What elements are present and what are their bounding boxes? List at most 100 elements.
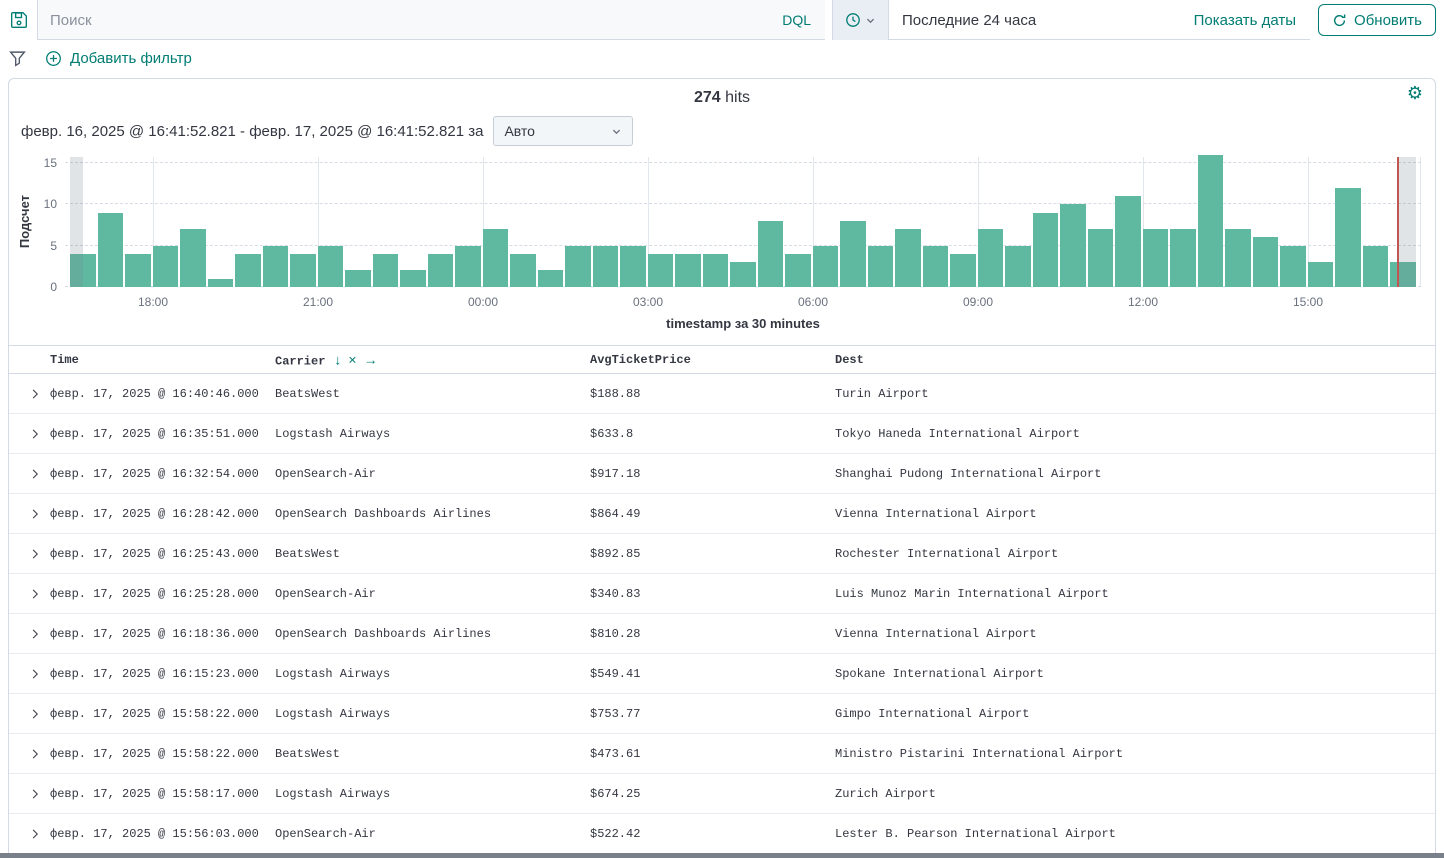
x-tick-label: 03:00: [633, 295, 663, 309]
chevron-right-icon: [29, 588, 41, 600]
search-input[interactable]: [38, 12, 768, 29]
histogram-bar[interactable]: [620, 246, 646, 287]
chart-options-gear-button[interactable]: ⚙: [1407, 84, 1423, 102]
histogram-bar[interactable]: [1253, 237, 1279, 287]
expand-row-button[interactable]: [27, 506, 43, 522]
x-tick-label: 21:00: [303, 295, 333, 309]
histogram-bar[interactable]: [510, 254, 536, 287]
histogram-bar[interactable]: [1088, 229, 1114, 287]
histogram-bar[interactable]: [950, 254, 976, 287]
expand-row-button[interactable]: [27, 426, 43, 442]
histogram-bar[interactable]: [730, 262, 756, 287]
histogram-bar[interactable]: [785, 254, 811, 287]
expand-row-button[interactable]: [27, 666, 43, 682]
cell-carrier: OpenSearch-Air: [275, 587, 376, 601]
column-header-carrier[interactable]: Carrier↓×→: [275, 351, 378, 368]
histogram-bar[interactable]: [1033, 213, 1059, 287]
histogram-bar[interactable]: [400, 270, 426, 287]
save-query-button[interactable]: [0, 0, 38, 40]
histogram-bar[interactable]: [373, 254, 399, 287]
expand-row-button[interactable]: [27, 706, 43, 722]
time-picker-quick-menu-button[interactable]: [833, 0, 889, 40]
column-header-time[interactable]: Time: [50, 353, 79, 367]
histogram-bar[interactable]: [290, 254, 316, 287]
refresh-icon: [1332, 13, 1347, 28]
histogram-bar[interactable]: [125, 254, 151, 287]
table-row: февр. 17, 2025 @ 15:58:22.000Logstash Ai…: [9, 694, 1435, 734]
histogram-bar[interactable]: [538, 270, 564, 287]
table-row: февр. 17, 2025 @ 16:40:46.000BeatsWest$1…: [9, 374, 1435, 414]
histogram-bar[interactable]: [923, 246, 949, 287]
histogram-bar[interactable]: [345, 270, 371, 287]
column-header-dest[interactable]: Dest: [835, 353, 864, 367]
histogram-bar[interactable]: [840, 221, 866, 287]
chevron-right-icon: [29, 628, 41, 640]
histogram-bar[interactable]: [1308, 262, 1334, 287]
refresh-button-label: Обновить: [1354, 12, 1422, 29]
histogram-bar[interactable]: [153, 246, 179, 287]
expand-row-button[interactable]: [27, 386, 43, 402]
time-range-value[interactable]: Последние 24 часа: [889, 0, 1194, 40]
histogram-bar[interactable]: [98, 213, 124, 287]
results-header: 274 hits ⚙: [9, 79, 1435, 113]
histogram-bar[interactable]: [235, 254, 261, 287]
table-row: февр. 17, 2025 @ 16:15:23.000Logstash Ai…: [9, 654, 1435, 694]
histogram-bar[interactable]: [758, 221, 784, 287]
cell-time: февр. 17, 2025 @ 16:18:36.000: [50, 627, 259, 641]
expand-row-button[interactable]: [27, 586, 43, 602]
time-range-text: февр. 16, 2025 @ 16:41:52.821 - февр. 17…: [21, 123, 483, 140]
histogram-bar[interactable]: [1005, 246, 1031, 287]
histogram-bar[interactable]: [868, 246, 894, 287]
histogram-bar[interactable]: [1143, 229, 1169, 287]
cell-dest: Zurich Airport: [835, 787, 936, 801]
expand-row-button[interactable]: [27, 746, 43, 762]
histogram-bar[interactable]: [703, 254, 729, 287]
interval-select[interactable]: Авто: [493, 116, 633, 146]
histogram-bar[interactable]: [318, 246, 344, 287]
histogram-bar[interactable]: [180, 229, 206, 287]
cell-carrier: Logstash Airways: [275, 667, 390, 681]
histogram-bar[interactable]: [1363, 246, 1389, 287]
histogram-bar[interactable]: [455, 246, 481, 287]
histogram-bar[interactable]: [1198, 155, 1224, 287]
histogram-bar[interactable]: [593, 246, 619, 287]
histogram-bar[interactable]: [428, 254, 454, 287]
move-right-icon[interactable]: →: [364, 351, 378, 367]
sort-descending-icon[interactable]: ↓: [334, 351, 341, 367]
remove-column-icon[interactable]: ×: [348, 351, 356, 367]
histogram-bar[interactable]: [263, 246, 289, 287]
refresh-button[interactable]: Обновить: [1318, 4, 1436, 36]
histogram-bar[interactable]: [1060, 204, 1086, 287]
plot-area[interactable]: [65, 157, 1421, 287]
show-dates-button[interactable]: Показать даты: [1194, 0, 1310, 40]
chevron-down-icon: [865, 15, 876, 26]
expand-row-button[interactable]: [27, 546, 43, 562]
histogram-bar[interactable]: [1335, 188, 1361, 287]
cell-avgticketprice: $188.88: [590, 387, 640, 401]
add-filter-button[interactable]: Добавить фильтр: [45, 50, 192, 67]
table-row: февр. 17, 2025 @ 15:56:03.000OpenSearch-…: [9, 814, 1435, 854]
cell-dest: Ministro Pistarini International Airport: [835, 747, 1123, 761]
expand-row-button[interactable]: [27, 626, 43, 642]
histogram-bar[interactable]: [208, 279, 234, 287]
histogram-bar[interactable]: [1115, 196, 1141, 287]
histogram-bar[interactable]: [1225, 229, 1251, 287]
histogram-bar[interactable]: [565, 246, 591, 287]
histogram-bar[interactable]: [1280, 246, 1306, 287]
histogram-bar[interactable]: [483, 229, 509, 287]
histogram-bar[interactable]: [1170, 229, 1196, 287]
expand-row-button[interactable]: [27, 786, 43, 802]
bottom-edge-strip: [0, 853, 1444, 858]
add-filter-label: Добавить фильтр: [70, 50, 192, 67]
expand-row-button[interactable]: [27, 826, 43, 842]
histogram-bar[interactable]: [675, 254, 701, 287]
expand-row-button[interactable]: [27, 466, 43, 482]
column-header-avgticketprice[interactable]: AvgTicketPrice: [590, 353, 691, 367]
histogram-bar[interactable]: [813, 246, 839, 287]
query-language-button[interactable]: DQL: [768, 0, 825, 40]
histogram-bar[interactable]: [978, 229, 1004, 287]
histogram-bar[interactable]: [648, 254, 674, 287]
histogram-bar[interactable]: [895, 229, 921, 287]
gear-icon: ⚙: [1407, 83, 1423, 103]
filter-menu-button[interactable]: [9, 50, 26, 67]
